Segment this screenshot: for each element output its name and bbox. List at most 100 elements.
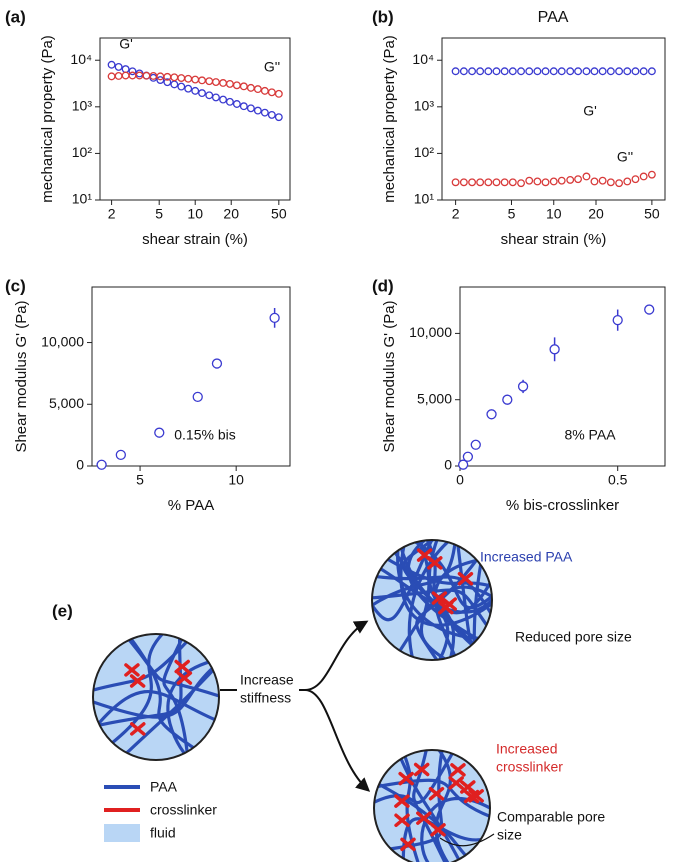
circle-border xyxy=(92,633,220,761)
data-point xyxy=(205,91,214,100)
data-point xyxy=(517,381,529,392)
data-point xyxy=(631,67,640,76)
data-point xyxy=(612,314,623,326)
data-point xyxy=(557,176,566,185)
top-note: Reduced pore size xyxy=(515,629,632,645)
y-tick-label: 5,000 xyxy=(49,395,84,411)
data-point xyxy=(468,67,477,76)
data-point xyxy=(191,75,200,84)
data-point xyxy=(492,178,501,187)
y-axis-label: mechanical property (Pa) xyxy=(39,35,56,203)
plot-frame xyxy=(99,37,291,201)
data-point xyxy=(623,67,632,76)
crosslinker xyxy=(130,722,146,736)
series-label: G'' xyxy=(617,149,633,165)
data-point xyxy=(211,93,220,102)
data-point xyxy=(557,67,566,76)
network xyxy=(93,634,219,757)
data-point xyxy=(128,71,137,80)
crosslinker xyxy=(400,837,416,852)
data-point xyxy=(549,177,558,186)
data-point xyxy=(533,177,542,186)
polymer-strand xyxy=(375,781,469,859)
data-point xyxy=(647,67,656,76)
crosslinker xyxy=(460,780,476,794)
y-tick-label: 10,000 xyxy=(409,324,452,340)
data-point xyxy=(253,106,262,115)
data-point xyxy=(508,178,517,187)
data-point xyxy=(163,78,172,87)
legend-swatch xyxy=(104,824,140,842)
data-point xyxy=(470,439,481,450)
polymer-strand xyxy=(411,540,492,610)
data-point xyxy=(96,459,107,470)
data-point xyxy=(121,65,130,74)
x-tick-label: 10 xyxy=(546,206,562,222)
annotation: 0.15% bis xyxy=(174,427,235,443)
x-axis-label: % PAA xyxy=(168,497,214,514)
x-tick-label: 10 xyxy=(187,206,203,222)
crosslinker xyxy=(394,794,410,808)
crosslinker xyxy=(176,671,193,685)
data-point xyxy=(582,172,591,181)
y-tick-label: 10² xyxy=(72,144,93,160)
data-point xyxy=(631,175,640,184)
y-tick-label: 10⁴ xyxy=(412,51,434,67)
top-label: Increased PAA xyxy=(480,549,573,565)
panel-label: (c) xyxy=(5,276,26,295)
data-point xyxy=(260,108,269,117)
polymer-strand xyxy=(162,635,190,756)
pointer xyxy=(439,833,495,847)
data-point xyxy=(459,178,468,187)
x-tick-label: 5 xyxy=(155,206,163,222)
data-point xyxy=(484,178,493,187)
crosslinker xyxy=(438,600,454,615)
polymer-strand xyxy=(372,541,457,609)
y-axis-label: mechanical property (Pa) xyxy=(381,35,398,203)
crosslinker xyxy=(430,823,446,837)
chart-title: PAA xyxy=(538,9,569,26)
data-point xyxy=(142,71,151,80)
panel-label: (e) xyxy=(52,601,73,620)
data-point xyxy=(476,67,485,76)
y-tick-label: 10³ xyxy=(72,98,93,114)
crosslinker xyxy=(174,659,190,674)
y-axis-label: Shear modulus G' (Pa) xyxy=(13,300,30,452)
polymer-strand xyxy=(93,665,216,719)
crosslinker xyxy=(394,813,410,828)
plot-frame xyxy=(91,286,291,467)
data-point xyxy=(549,344,560,355)
data-point xyxy=(267,88,276,97)
data-point xyxy=(184,74,193,83)
data-point xyxy=(525,176,534,185)
data-point xyxy=(541,67,550,76)
legend-label: crosslinker xyxy=(150,802,217,818)
y-tick-label: 0 xyxy=(444,457,452,473)
data-point xyxy=(269,312,280,324)
data-point xyxy=(170,80,179,89)
y-tick-label: 5,000 xyxy=(417,390,452,406)
data-point xyxy=(232,81,241,90)
crosslinker xyxy=(129,674,146,688)
data-point xyxy=(458,459,469,470)
panel-label: (a) xyxy=(5,7,26,26)
data-point xyxy=(639,67,648,76)
data-point xyxy=(114,71,123,80)
data-point xyxy=(644,304,655,315)
x-tick-label: 0.5 xyxy=(608,472,628,488)
y-tick-label: 10² xyxy=(414,144,435,160)
panel-label: (b) xyxy=(372,7,394,26)
y-tick-label: 10⁴ xyxy=(70,51,92,67)
data-point xyxy=(211,358,223,369)
data-point xyxy=(451,178,460,187)
data-point xyxy=(574,67,583,76)
data-point xyxy=(114,62,123,71)
data-point xyxy=(598,67,607,76)
crosslinker xyxy=(457,572,474,586)
annotation: 8% PAA xyxy=(564,427,616,443)
data-point xyxy=(232,100,241,108)
crosslinker xyxy=(416,548,433,562)
data-point xyxy=(170,73,179,82)
x-tick-label: 2 xyxy=(108,206,116,222)
data-point xyxy=(177,74,186,82)
